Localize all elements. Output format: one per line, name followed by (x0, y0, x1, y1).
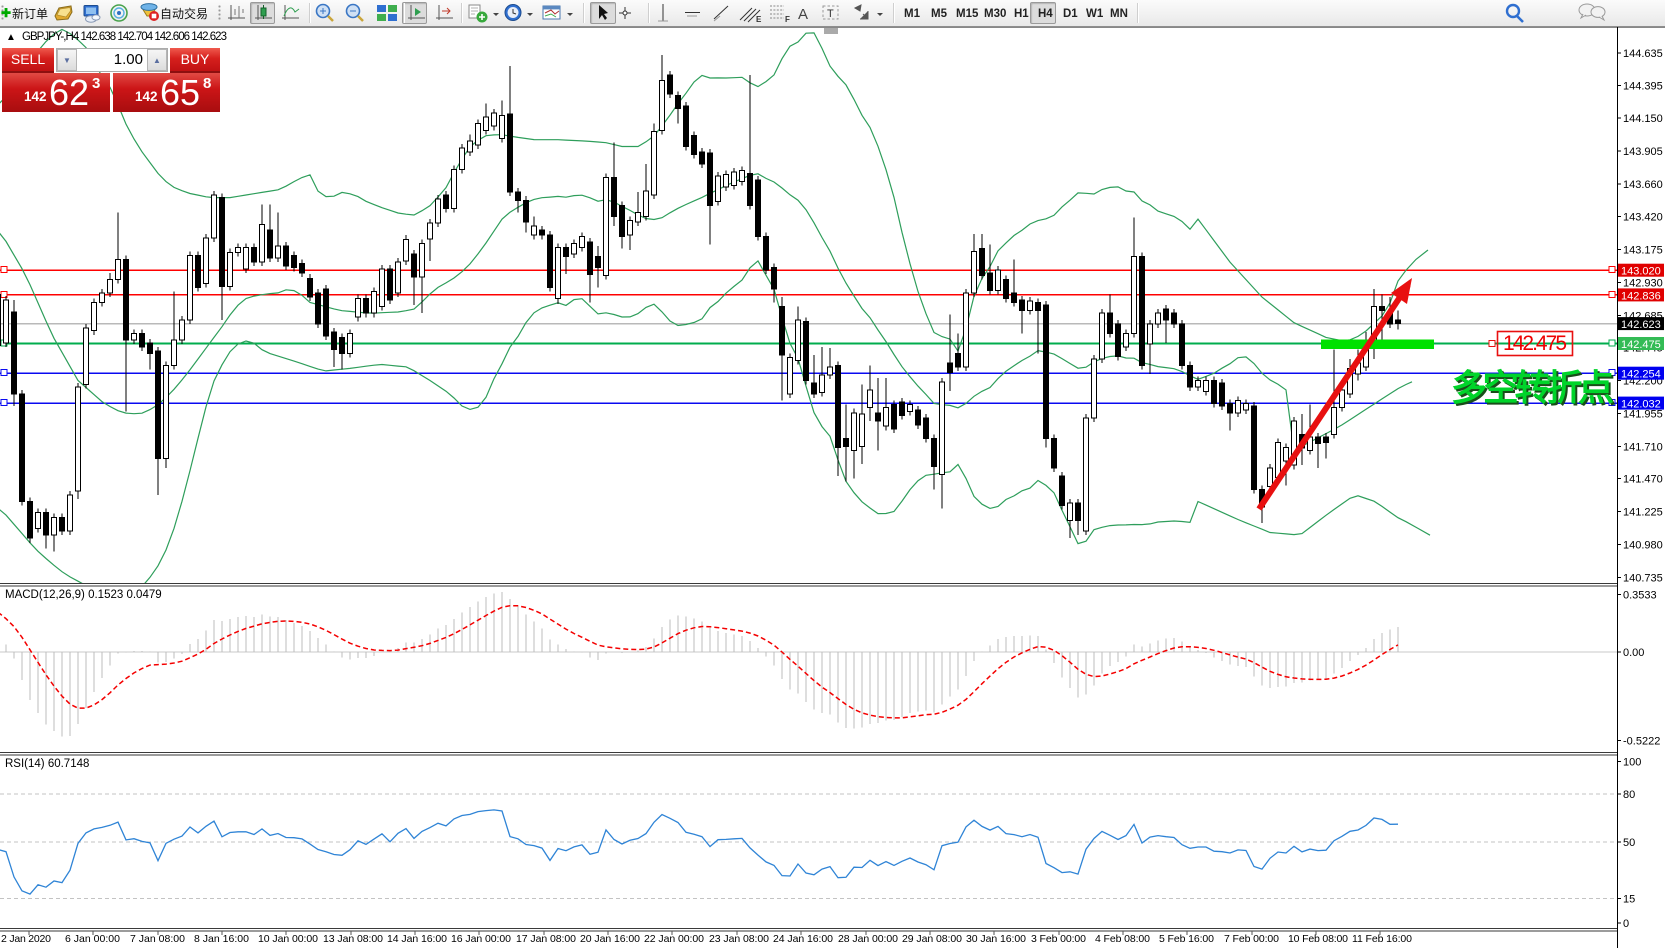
svg-text:A: A (798, 6, 808, 23)
svg-text:141.955: 141.955 (1623, 408, 1663, 420)
svg-text:多空转折点: 多空转折点 (1453, 369, 1616, 410)
svg-text:28 Jan 00:00: 28 Jan 00:00 (838, 933, 898, 945)
svg-text:0: 0 (1623, 918, 1629, 930)
svg-text:142.930: 142.930 (1623, 277, 1663, 289)
svg-text:D1: D1 (1063, 8, 1078, 20)
svg-text:M1: M1 (904, 8, 921, 20)
svg-text:140.735: 140.735 (1623, 573, 1663, 585)
svg-text:11 Feb 16:00: 11 Feb 16:00 (1352, 933, 1412, 945)
svg-text:142.623: 142.623 (1621, 319, 1661, 331)
svg-text:20 Jan 16:00: 20 Jan 16:00 (580, 933, 640, 945)
svg-text:10 Feb 08:00: 10 Feb 08:00 (1288, 933, 1348, 945)
svg-text:30 Jan 16:00: 30 Jan 16:00 (966, 933, 1026, 945)
svg-text:▲: ▲ (6, 32, 16, 43)
svg-text:141.470: 141.470 (1623, 474, 1663, 486)
svg-text:23 Jan 08:00: 23 Jan 08:00 (709, 933, 769, 945)
svg-text:17 Jan 08:00: 17 Jan 08:00 (516, 933, 576, 945)
svg-text:T: T (827, 8, 834, 20)
svg-text:29 Jan 08:00: 29 Jan 08:00 (902, 933, 962, 945)
svg-text:W1: W1 (1086, 8, 1104, 20)
svg-text:MACD(12,26,9) 0.1523 0.0479: MACD(12,26,9) 0.1523 0.0479 (5, 589, 162, 601)
svg-text:3 Feb 00:00: 3 Feb 00:00 (1031, 933, 1086, 945)
svg-text:80: 80 (1623, 789, 1635, 801)
svg-text:141.710: 141.710 (1623, 441, 1663, 453)
svg-text:E: E (756, 15, 762, 24)
svg-text:14 Jan 16:00: 14 Jan 16:00 (387, 933, 447, 945)
svg-text:7 Jan 08:00: 7 Jan 08:00 (130, 933, 185, 945)
svg-text:F: F (785, 15, 790, 24)
svg-text:142.254: 142.254 (1621, 369, 1661, 381)
svg-text:2 Jan 2020: 2 Jan 2020 (1, 933, 51, 945)
svg-text:8 Jan 16:00: 8 Jan 16:00 (194, 933, 249, 945)
svg-text:142.032: 142.032 (1621, 399, 1661, 411)
svg-text:H1: H1 (1014, 8, 1029, 20)
svg-text:50: 50 (1623, 837, 1635, 849)
svg-text:144.395: 144.395 (1623, 80, 1663, 92)
svg-text:0.3533: 0.3533 (1623, 590, 1657, 602)
svg-text:RSI(14) 60.7148: RSI(14) 60.7148 (5, 758, 89, 770)
svg-text:143.020: 143.020 (1621, 266, 1661, 278)
svg-text:100: 100 (1623, 757, 1641, 769)
svg-text:MN: MN (1110, 8, 1128, 20)
svg-text:143.660: 143.660 (1623, 179, 1663, 191)
svg-text:24 Jan 16:00: 24 Jan 16:00 (773, 933, 833, 945)
svg-text:M15: M15 (956, 8, 979, 20)
svg-text:GBPJPY-,H4 142.638 142.704 14: GBPJPY-,H4 142.638 142.704 142.606 142.6… (22, 31, 227, 43)
svg-text:H4: H4 (1038, 8, 1053, 20)
svg-text:144.635: 144.635 (1623, 48, 1663, 60)
svg-text:142.836: 142.836 (1621, 290, 1661, 302)
svg-text:141.225: 141.225 (1623, 507, 1663, 519)
svg-text:143.175: 143.175 (1623, 244, 1663, 256)
svg-text:5 Feb 16:00: 5 Feb 16:00 (1159, 933, 1214, 945)
svg-text:6 Jan 00:00: 6 Jan 00:00 (65, 933, 120, 945)
svg-text:7 Feb 00:00: 7 Feb 00:00 (1224, 933, 1279, 945)
svg-text:142.475: 142.475 (1503, 332, 1567, 355)
svg-text:13 Jan 08:00: 13 Jan 08:00 (323, 933, 383, 945)
svg-text:15: 15 (1623, 894, 1635, 906)
svg-text:10 Jan 00:00: 10 Jan 00:00 (258, 933, 318, 945)
svg-text:143.420: 143.420 (1623, 211, 1663, 223)
svg-text:多空转折点: 多空转折点 (1451, 367, 1614, 408)
svg-text:4 Feb 08:00: 4 Feb 08:00 (1095, 933, 1150, 945)
svg-text:22 Jan 00:00: 22 Jan 00:00 (644, 933, 704, 945)
svg-text:144.150: 144.150 (1623, 113, 1663, 125)
svg-text:140.980: 140.980 (1623, 540, 1663, 552)
svg-text:-0.5222: -0.5222 (1623, 736, 1660, 748)
svg-text:M30: M30 (984, 8, 1006, 20)
svg-text:16 Jan 00:00: 16 Jan 00:00 (451, 933, 511, 945)
svg-text:143.905: 143.905 (1623, 146, 1663, 158)
svg-text:142.475: 142.475 (1621, 339, 1661, 351)
svg-text:M5: M5 (931, 8, 948, 20)
svg-text:0.00: 0.00 (1623, 647, 1644, 659)
